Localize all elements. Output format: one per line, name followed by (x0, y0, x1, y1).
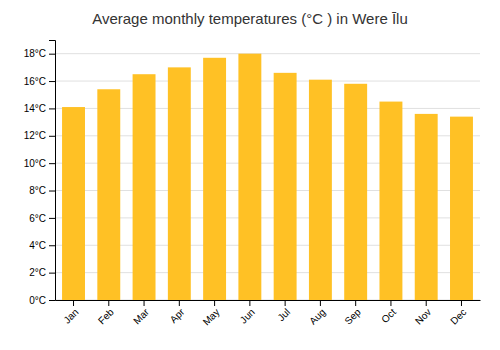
tick: 4°C (29, 240, 55, 251)
tick: Sep (342, 300, 363, 327)
tick-label: Jul (275, 306, 292, 323)
tick-label: 12°C (24, 130, 46, 141)
tick: 6°C (29, 213, 55, 224)
tick-mark (49, 136, 55, 137)
tick-label: Oct (379, 306, 398, 325)
tick: 14°C (24, 103, 55, 114)
tick-mark (73, 300, 74, 306)
bar (379, 102, 402, 300)
tick-label: Jan (61, 306, 80, 325)
tick-mark (285, 300, 286, 306)
tick: 0°C (29, 295, 55, 306)
tick: Jul (275, 300, 292, 323)
tick-mark (214, 300, 215, 306)
tick-mark (49, 273, 55, 274)
tick-label: 0°C (29, 295, 46, 306)
title: Average monthly temperatures (°C ) in We… (92, 10, 408, 27)
x-axis: Jan Feb Mar Apr May Jun Jul Aug Sep Oct Nov Dec (56, 300, 481, 328)
bar (203, 58, 226, 300)
tick-label: 2°C (29, 267, 46, 278)
tick-mark (49, 81, 55, 82)
tick-mark (390, 300, 391, 306)
bar (97, 89, 120, 300)
tick: 8°C (29, 185, 55, 196)
grid-line (55, 81, 480, 82)
tick-mark (144, 300, 145, 306)
grid-line (55, 53, 480, 54)
bar (450, 117, 473, 300)
tick-label: 6°C (29, 213, 46, 224)
tick-mark (108, 300, 109, 306)
tick: Apr (168, 300, 187, 325)
tick-label: 16°C (24, 76, 46, 87)
tick: Aug (307, 300, 327, 327)
bar (415, 114, 438, 300)
tick: Mar (131, 300, 151, 326)
chart-container: Jan Feb Mar Apr May Jun Jul Aug Sep Oct Nov Dec 0°C 2… (0, 0, 500, 350)
bar (309, 80, 332, 300)
tick-label: 4°C (29, 240, 46, 251)
tick: 18°C (24, 48, 55, 59)
grid (55, 54, 480, 300)
tick-mark (49, 54, 55, 55)
tick-label: 8°C (29, 185, 46, 196)
chart: Jan Feb Mar Apr May Jun Jul Aug Sep Oct Nov Dec 0°C 2… (0, 0, 500, 350)
tick: 16°C (24, 76, 55, 87)
tick-mark (49, 245, 55, 246)
axis-line (49, 41, 56, 301)
bar (168, 67, 191, 300)
tick: Dec (448, 300, 468, 327)
axis-line (56, 300, 481, 301)
tick-mark (49, 300, 55, 301)
tick-label: Jun (238, 306, 257, 325)
tick: Nov (413, 300, 433, 327)
tick-label: 14°C (24, 103, 46, 114)
tick-mark (426, 300, 427, 306)
tick-label: Feb (96, 306, 116, 326)
tick-label: Dec (448, 306, 468, 326)
tick-label: Sep (342, 306, 363, 327)
bar (274, 73, 297, 300)
tick-label: Apr (168, 306, 187, 325)
bar (133, 74, 156, 300)
tick: Jan (61, 300, 80, 326)
bar (238, 54, 261, 300)
tick: Oct (379, 300, 398, 325)
tick-mark (461, 300, 462, 306)
tick-label: Mar (131, 306, 151, 326)
tick-mark (49, 218, 55, 219)
tick-mark (320, 300, 321, 306)
tick-label: Aug (307, 306, 327, 326)
tick-mark (355, 300, 356, 306)
y-axis: 0°C 2°C 4°C 6°C 8°C 10°C 12°C 14°C 16°C 18°C (24, 41, 56, 306)
tick-mark (49, 163, 55, 164)
tick: 2°C (29, 267, 55, 278)
bars (62, 54, 473, 300)
tick: 10°C (24, 158, 55, 169)
tick: Jun (238, 300, 257, 326)
bar (62, 107, 85, 300)
tick-mark (49, 108, 55, 109)
tick-label: 10°C (24, 158, 46, 169)
tick: Feb (96, 300, 116, 326)
tick-label: May (201, 306, 222, 327)
tick-mark (179, 300, 180, 306)
tick: 12°C (24, 130, 55, 141)
tick-mark (249, 300, 250, 306)
tick: May (201, 300, 222, 328)
tick-mark (49, 191, 55, 192)
tick-label: Nov (413, 306, 433, 326)
tick-label: 18°C (24, 48, 46, 59)
bar (344, 84, 367, 300)
